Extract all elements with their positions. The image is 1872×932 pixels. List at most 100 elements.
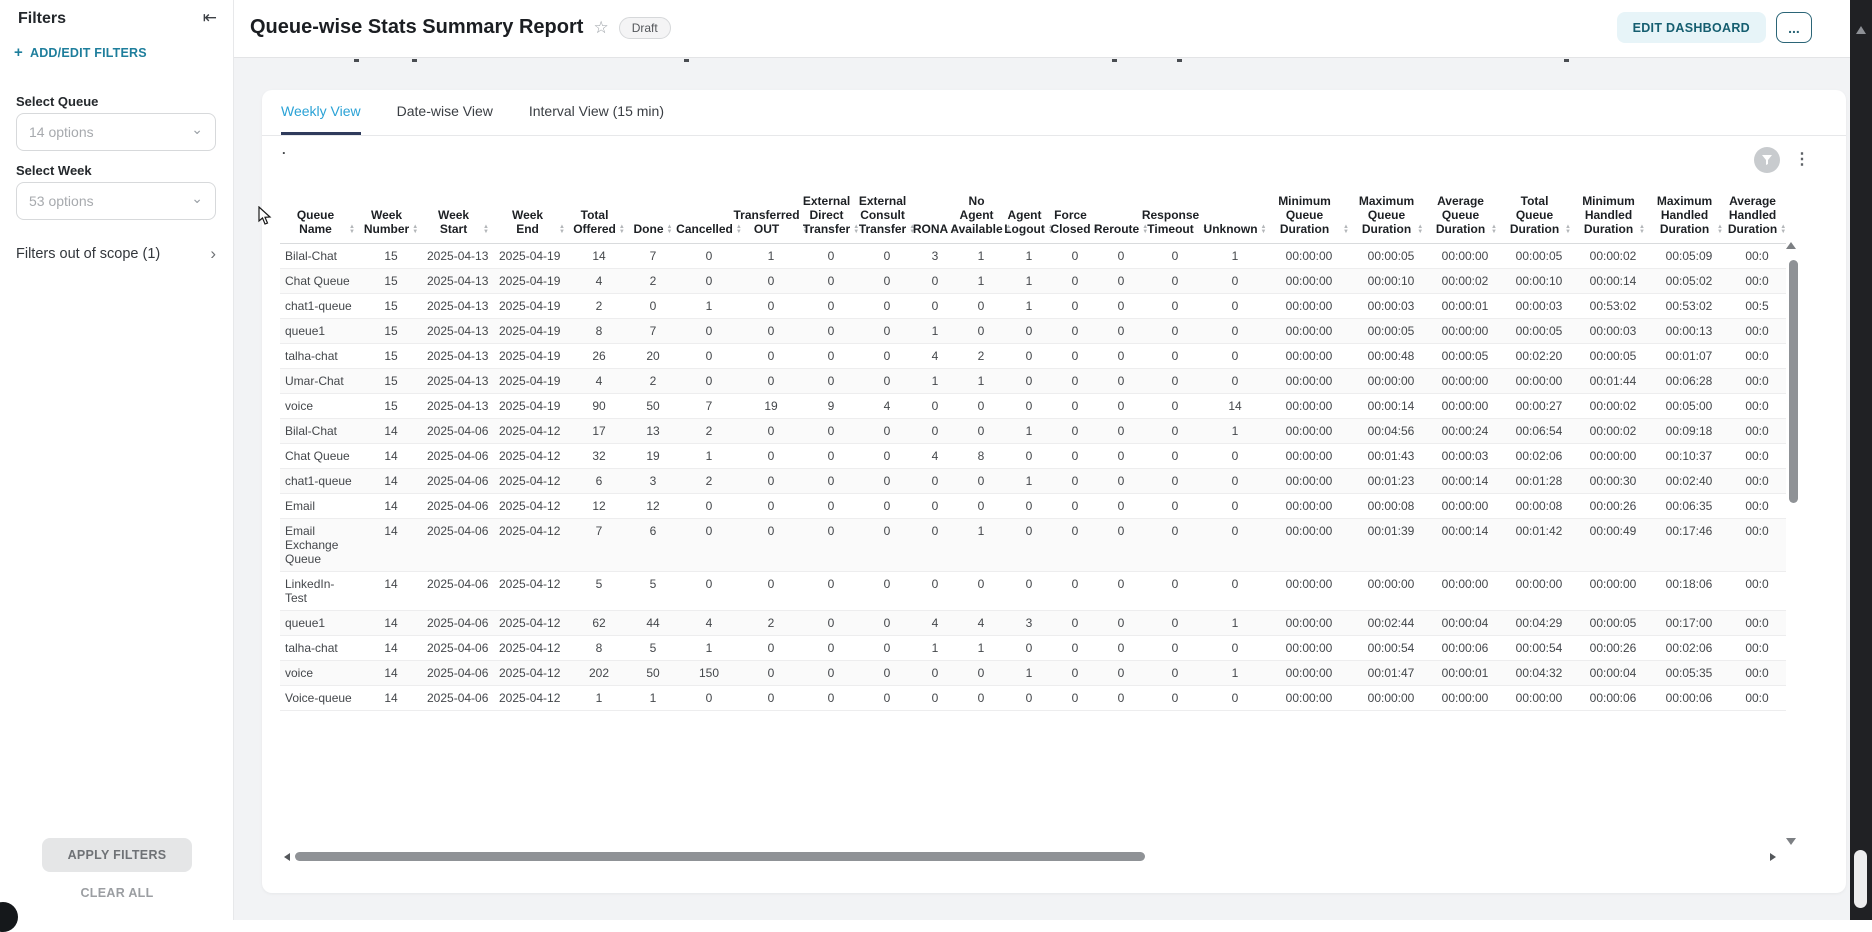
column-header[interactable]: Week End▲▼ xyxy=(494,190,570,244)
tab-interval-view[interactable]: Interval View (15 min) xyxy=(529,103,664,135)
table-cell: 00:00:03 xyxy=(1428,444,1502,469)
table-cell: 0 xyxy=(860,469,914,494)
column-header[interactable]: No Agent Available▲▼ xyxy=(956,190,1006,244)
column-header[interactable]: Week Number▲▼ xyxy=(360,190,422,244)
column-header[interactable]: Minimum Queue Duration▲▼ xyxy=(1264,190,1354,244)
sort-icon[interactable]: ▲▼ xyxy=(1261,225,1267,235)
table-cell: 00:00:48 xyxy=(1354,344,1428,369)
page-scrollbar[interactable] xyxy=(1850,0,1872,920)
table-cell: 14 xyxy=(360,419,422,444)
table-cell: 0 xyxy=(1052,636,1098,661)
table-cell: 2025-04-13 xyxy=(422,294,494,319)
table-cell: 00:05:00 xyxy=(1650,394,1728,419)
table-cell: 2 xyxy=(956,344,1006,369)
column-header[interactable]: Total Queue Duration▲▼ xyxy=(1502,190,1576,244)
sort-icon[interactable]: ▲▼ xyxy=(1717,225,1723,235)
clipped-content-sliver xyxy=(1564,59,1569,62)
clear-all-button[interactable]: CLEAR ALL xyxy=(0,886,234,900)
table-cell: 0 xyxy=(1144,636,1206,661)
add-edit-filters-button[interactable]: +ADD/EDIT FILTERS xyxy=(14,44,147,61)
column-header[interactable]: Unknown▲▼ xyxy=(1206,190,1264,244)
table-cell: 0 xyxy=(914,686,956,711)
table-cell: 0 xyxy=(914,269,956,294)
tab-date-wise-view[interactable]: Date-wise View xyxy=(397,103,493,135)
table-scroll-down-arrow[interactable] xyxy=(1786,838,1796,845)
table-cell: 00:00:00 xyxy=(1264,344,1354,369)
column-header[interactable]: Reroute▲▼ xyxy=(1098,190,1144,244)
table-cell: 15 xyxy=(360,319,422,344)
column-header[interactable]: Cancelled▲▼ xyxy=(678,190,740,244)
table-cell: 00:0 xyxy=(1728,611,1786,636)
more-options-button[interactable]: ... xyxy=(1776,12,1812,43)
column-header[interactable]: Force Closed▲▼ xyxy=(1052,190,1098,244)
table-scroll-left-arrow[interactable] xyxy=(284,853,290,861)
apply-filters-button[interactable]: APPLY FILTERS xyxy=(42,838,192,872)
clipped-content-sliver xyxy=(412,59,417,62)
table-cell: 00:02:40 xyxy=(1650,469,1728,494)
filters-out-of-scope-row[interactable]: Filters out of scope (1) › xyxy=(16,244,216,264)
table-cell: queue1 xyxy=(280,611,360,636)
column-header[interactable]: Done▲▼ xyxy=(628,190,678,244)
sort-icon[interactable]: ▲▼ xyxy=(1343,225,1349,235)
table-cell: 0 xyxy=(1098,611,1144,636)
table-vertical-scrollbar[interactable] xyxy=(1789,260,1798,503)
sort-icon[interactable]: ▲▼ xyxy=(1780,225,1786,235)
star-icon[interactable]: ☆ xyxy=(593,18,608,38)
column-header[interactable]: Agent Logout▲▼ xyxy=(1006,190,1052,244)
table-cell: 00:00:06 xyxy=(1428,636,1502,661)
queue-select[interactable]: 14 options ⌄ xyxy=(16,113,216,151)
sort-icon[interactable]: ▲▼ xyxy=(619,225,625,235)
column-header[interactable]: Total Offered▲▼ xyxy=(570,190,628,244)
table-cell: Email xyxy=(280,494,360,519)
table-cell: 00:04:32 xyxy=(1502,661,1576,686)
table-cell: 5 xyxy=(628,572,678,611)
table-cell: 0 xyxy=(740,319,802,344)
table-cell: 00:00:00 xyxy=(1264,469,1354,494)
column-header[interactable]: External Direct Transfer▲▼ xyxy=(802,190,860,244)
column-header[interactable]: Response Timeout▲▼ xyxy=(1144,190,1206,244)
sort-icon[interactable]: ▲▼ xyxy=(412,225,418,235)
column-header[interactable]: Average Handled Duration▲▼ xyxy=(1728,190,1786,244)
table-horizontal-scrollbar[interactable] xyxy=(295,852,1145,861)
table-filter-button[interactable] xyxy=(1754,147,1780,173)
sort-icon[interactable]: ▲▼ xyxy=(667,225,673,235)
table-cell: 00:06:35 xyxy=(1650,494,1728,519)
column-header[interactable]: Maximum Handled Duration▲▼ xyxy=(1650,190,1728,244)
table-cell: 0 xyxy=(1144,686,1206,711)
sort-icon[interactable]: ▲▼ xyxy=(1417,225,1423,235)
table-cell: 6 xyxy=(628,519,678,572)
sort-icon[interactable]: ▲▼ xyxy=(1565,225,1571,235)
column-header[interactable]: Week Start▲▼ xyxy=(422,190,494,244)
table-cell: 0 xyxy=(740,469,802,494)
widget-title-dot: . xyxy=(282,142,286,157)
column-header[interactable]: Minimum Handled Duration▲▼ xyxy=(1576,190,1650,244)
page-scrollbar-thumb[interactable] xyxy=(1854,850,1867,908)
sort-icon[interactable]: ▲▼ xyxy=(349,225,355,235)
column-header[interactable]: External Consult Transfer▲▼ xyxy=(860,190,914,244)
sort-icon[interactable]: ▲▼ xyxy=(1639,225,1645,235)
table-cell: 00:00:14 xyxy=(1428,469,1502,494)
page-scroll-up-arrow[interactable] xyxy=(1856,26,1866,34)
sort-icon[interactable]: ▲▼ xyxy=(559,225,565,235)
table-cell: 00:0 xyxy=(1728,661,1786,686)
filters-out-of-scope-label: Filters out of scope (1) xyxy=(16,246,160,262)
table-cell: 00:01:43 xyxy=(1354,444,1428,469)
column-header[interactable]: Average Queue Duration▲▼ xyxy=(1428,190,1502,244)
table-cell: 5 xyxy=(628,636,678,661)
sort-icon[interactable]: ▲▼ xyxy=(1491,225,1497,235)
table-scroll-right-arrow[interactable] xyxy=(1770,853,1776,861)
column-header[interactable]: Maximum Queue Duration▲▼ xyxy=(1354,190,1428,244)
tab-weekly-view[interactable]: Weekly View xyxy=(281,103,361,135)
table-scroll-up-arrow[interactable] xyxy=(1786,242,1796,249)
sort-icon[interactable]: ▲▼ xyxy=(483,225,489,235)
table-cell: 00:0 xyxy=(1728,269,1786,294)
table-cell: 4 xyxy=(914,611,956,636)
column-header[interactable]: Transferred OUT▲▼ xyxy=(740,190,802,244)
table-row: chat1-queue152025-04-132025-04-192010000… xyxy=(280,294,1786,319)
edit-dashboard-button[interactable]: EDIT DASHBOARD xyxy=(1617,12,1766,43)
column-header[interactable]: Queue Name▲▼ xyxy=(280,190,360,244)
table-cell: 00:00:26 xyxy=(1576,494,1650,519)
collapse-sidebar-icon[interactable]: ⇤ xyxy=(203,8,217,28)
table-menu-icon[interactable]: ⋮ xyxy=(1794,147,1810,173)
week-select[interactable]: 53 options ⌄ xyxy=(16,182,216,220)
